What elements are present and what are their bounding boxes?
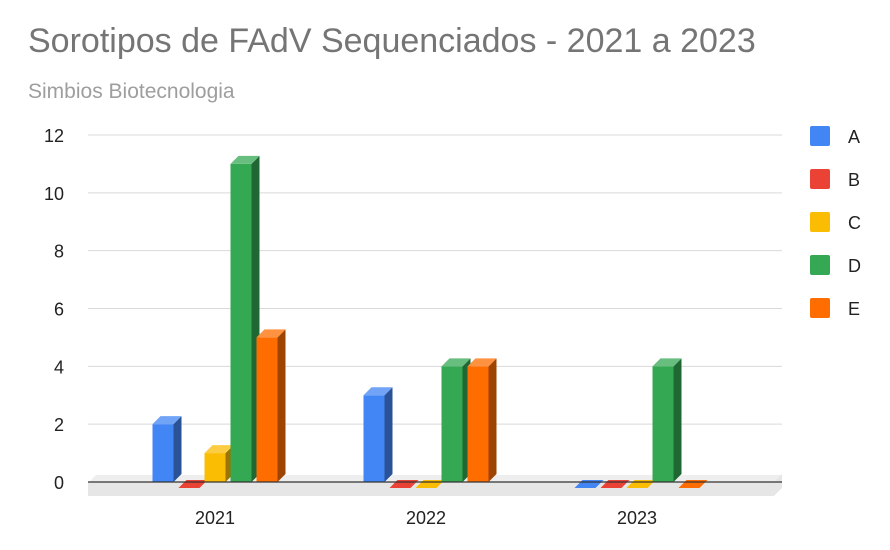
bar-top	[152, 416, 182, 425]
bar-front	[363, 395, 385, 482]
bar-side	[673, 358, 682, 482]
y-tick-label: 6	[54, 300, 64, 320]
bar-top	[363, 387, 393, 396]
bar-front	[204, 453, 226, 482]
x-tick-label: 2023	[617, 508, 657, 528]
bar-top	[441, 358, 471, 367]
bar-E-2022	[467, 358, 497, 482]
bar-D-2023	[652, 358, 682, 482]
legend-label: E	[848, 299, 860, 319]
bar-side	[277, 329, 286, 482]
bar-side	[173, 416, 182, 482]
legend-swatch	[810, 212, 830, 232]
legend: A B C D E	[810, 126, 861, 319]
chart-title: Sorotipos de FAdV Sequenciados - 2021 a …	[28, 22, 756, 60]
legend-item-B: B	[810, 169, 860, 190]
bar-front	[441, 366, 463, 482]
y-tick-label: 8	[54, 242, 64, 262]
bar-side	[488, 358, 497, 482]
bar-E-2021	[256, 329, 286, 482]
y-tick-label: 0	[54, 473, 64, 493]
bar-top	[204, 445, 234, 454]
bar-top	[652, 358, 682, 367]
bar-A-2021	[152, 416, 182, 482]
bar-top	[256, 329, 286, 338]
x-tick-label: 2021	[195, 508, 235, 528]
bar-A-2022	[363, 387, 393, 482]
legend-swatch	[810, 298, 830, 318]
bar-front	[256, 337, 278, 482]
bar-side	[384, 387, 393, 482]
legend-label: A	[848, 127, 860, 147]
chart-subtitle: Simbios Biotecnologia	[28, 80, 235, 103]
y-tick-label: 10	[44, 184, 64, 204]
legend-item-E: E	[810, 298, 860, 319]
bars	[152, 155, 708, 488]
legend-swatch	[810, 126, 830, 146]
legend-item-C: C	[810, 212, 861, 233]
bar-top	[230, 155, 260, 164]
bar-front	[467, 366, 489, 482]
x-tick-label: 2022	[406, 508, 446, 528]
bar-front	[230, 163, 252, 482]
bar-front	[652, 366, 674, 482]
legend-label: D	[848, 256, 861, 276]
y-tick-label: 2	[54, 415, 64, 435]
legend-item-D: D	[810, 255, 861, 276]
y-tick-label: 4	[54, 357, 64, 377]
legend-label: B	[848, 170, 860, 190]
bar-C-2021	[204, 445, 234, 482]
y-tick-label: 12	[44, 126, 64, 146]
legend-swatch	[810, 169, 830, 189]
bar-front	[152, 424, 174, 482]
bar-D-2021	[230, 155, 260, 482]
legend-item-A: A	[810, 126, 860, 147]
axes: 0 2 4 6 8 10 12 2021 2022 2023	[44, 126, 782, 528]
legend-swatch	[810, 255, 830, 275]
bar-D-2022	[441, 358, 471, 482]
legend-label: C	[848, 213, 861, 233]
bar-top	[467, 358, 497, 367]
